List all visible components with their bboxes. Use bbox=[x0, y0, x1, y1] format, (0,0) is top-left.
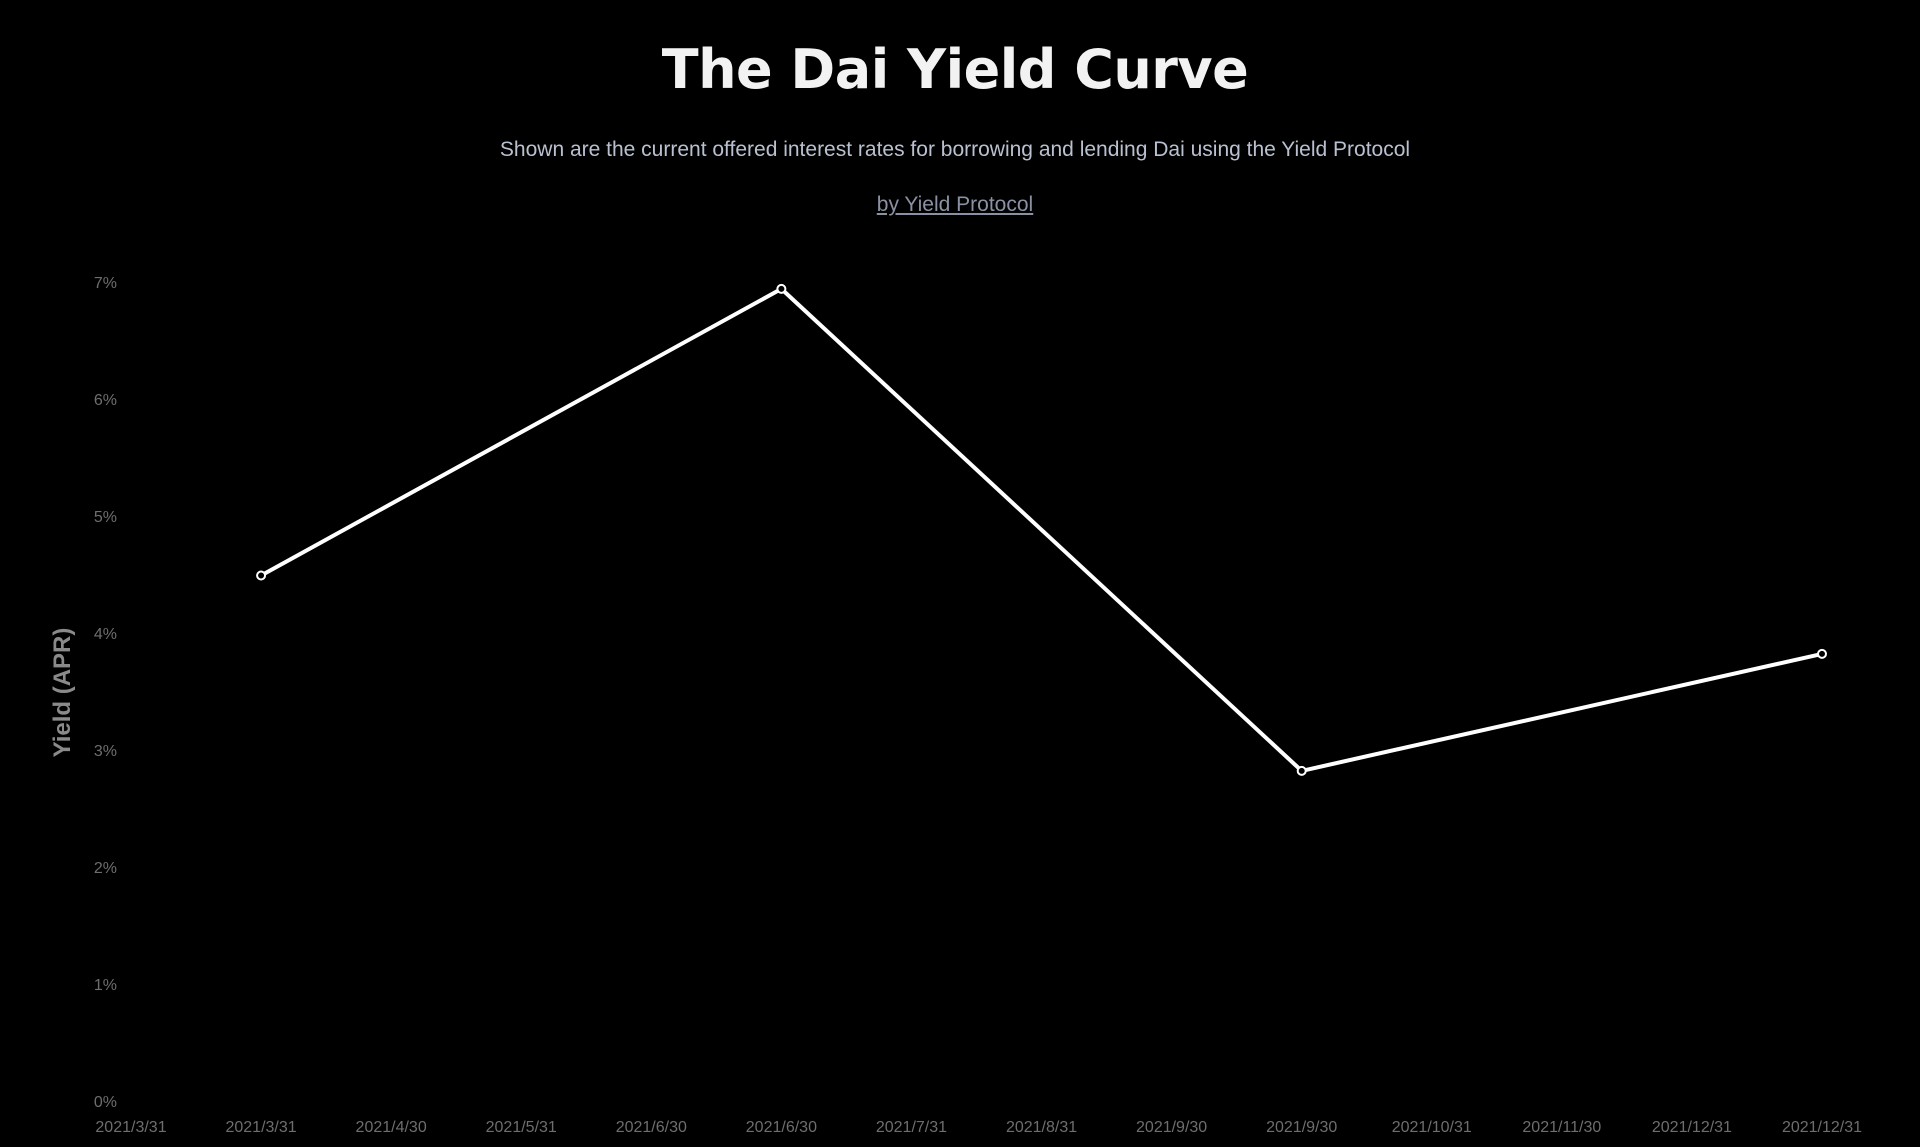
x-tick-label: 2021/9/30 bbox=[1136, 1119, 1207, 1136]
y-tick-label: 5% bbox=[94, 509, 117, 526]
x-tick-label: 2021/8/31 bbox=[1006, 1119, 1077, 1136]
data-point[interactable] bbox=[776, 283, 787, 294]
x-tick-label: 2021/9/30 bbox=[1266, 1119, 1337, 1136]
x-axis-ticks: 2021/3/31 2021/3/31 2021/4/30 2021/5/31 2021… bbox=[95, 1119, 1862, 1136]
x-tick-label: 2021/11/30 bbox=[1522, 1119, 1601, 1136]
y-tick-label: 2% bbox=[94, 860, 117, 877]
x-tick-label: 2021/5/31 bbox=[486, 1119, 557, 1136]
data-point[interactable] bbox=[1817, 648, 1827, 659]
y-tick-label: 0% bbox=[94, 1094, 117, 1111]
series-group bbox=[256, 283, 1827, 776]
series-line bbox=[259, 286, 1824, 773]
page-title: The Dai Yield Curve bbox=[661, 38, 1249, 101]
data-point[interactable] bbox=[256, 570, 267, 581]
y-axis-label-group: Yield (APR) bbox=[49, 628, 76, 758]
x-tick-label: 2021/12/31 bbox=[1652, 1119, 1732, 1136]
data-point[interactable] bbox=[1296, 765, 1307, 776]
y-axis-ticks: 0% 1% 2% 3% 4% 5% 6% 7% bbox=[94, 275, 117, 1111]
x-tick-label: 2021/6/30 bbox=[616, 1119, 687, 1136]
x-tick-label: 2021/3/31 bbox=[95, 1119, 166, 1136]
y-tick-label: 7% bbox=[94, 275, 117, 292]
y-tick-label: 3% bbox=[94, 743, 117, 760]
x-tick-label: 2021/3/31 bbox=[225, 1119, 296, 1136]
x-tick-label: 2021/10/31 bbox=[1392, 1119, 1472, 1136]
y-tick-label: 1% bbox=[94, 977, 117, 994]
x-tick-label: 2021/4/30 bbox=[356, 1119, 427, 1136]
y-tick-label: 4% bbox=[94, 626, 117, 643]
y-tick-label: 6% bbox=[94, 392, 117, 409]
page-subtitle: Shown are the current offered interest r… bbox=[499, 138, 1411, 161]
byline-container: by Yield Protocol bbox=[0, 193, 1910, 217]
y-axis-label: Yield (APR) bbox=[49, 628, 76, 758]
x-tick-label: 2021/12/31 bbox=[1782, 1119, 1862, 1136]
byline-link[interactable]: by Yield Protocol bbox=[876, 193, 1034, 216]
x-tick-label: 2021/7/31 bbox=[876, 1119, 947, 1136]
x-tick-label: 2021/6/30 bbox=[746, 1119, 817, 1136]
